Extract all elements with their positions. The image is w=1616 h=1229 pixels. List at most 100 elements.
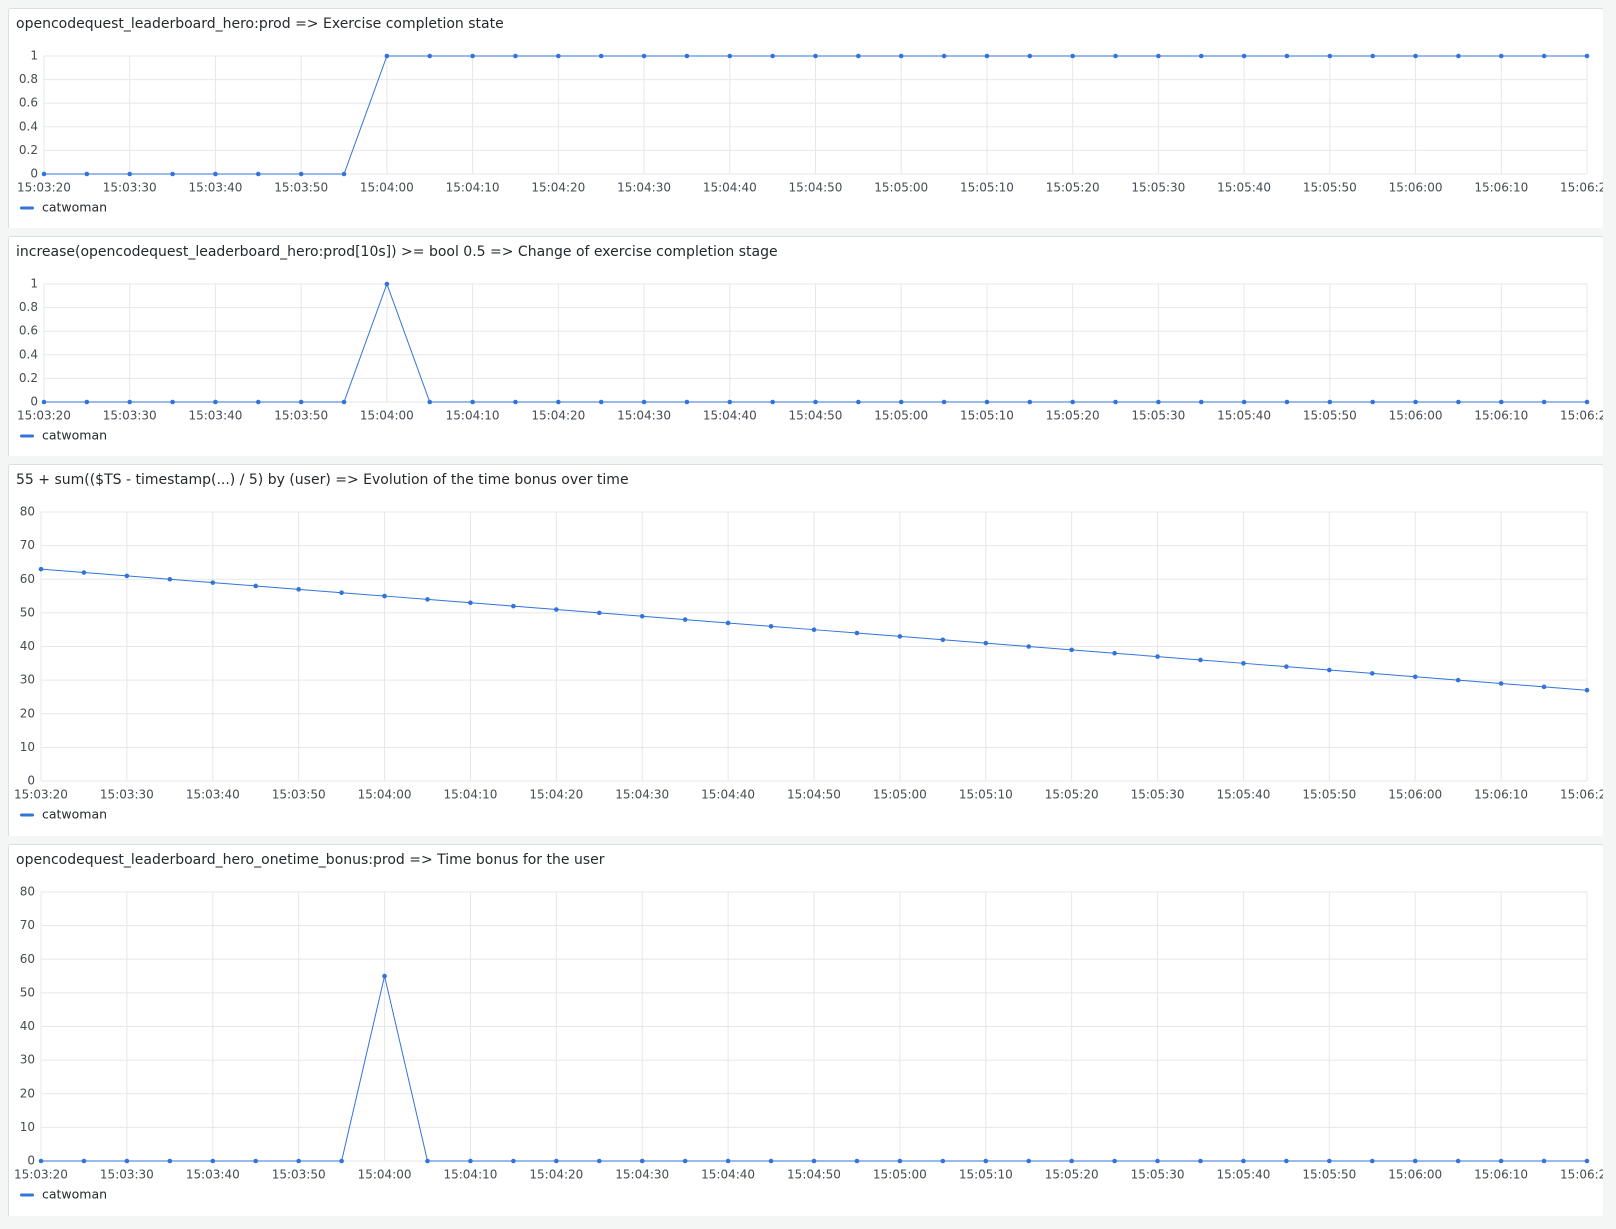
y-tick-label: 0 — [27, 1154, 35, 1168]
x-tick-label: 15:03:40 — [188, 181, 242, 195]
y-tick-label: 20 — [20, 706, 35, 720]
x-tick-label: 15:03:50 — [274, 181, 328, 195]
x-tick-label: 15:05:50 — [1303, 181, 1357, 195]
data-point — [1026, 644, 1032, 649]
panel-background — [8, 844, 1603, 1216]
y-tick-label: 0.4 — [19, 119, 38, 133]
data-point — [513, 399, 518, 405]
data-point — [811, 1158, 817, 1164]
data-point — [941, 399, 947, 405]
x-tick-label: 15:03:30 — [103, 181, 157, 195]
panel: increase(opencodequest_leaderboard_hero:… — [8, 236, 1603, 456]
data-point — [941, 53, 947, 59]
data-point — [81, 1158, 87, 1164]
y-tick-label: 80 — [20, 885, 35, 899]
data-point — [1113, 399, 1118, 405]
y-tick-label: 0.4 — [19, 347, 38, 361]
x-tick-label: 15:06:10 — [1474, 181, 1528, 195]
data-point — [639, 613, 645, 619]
data-point — [984, 399, 990, 405]
data-point — [856, 53, 861, 59]
x-tick-label: 15:04:20 — [531, 181, 585, 195]
x-tick-label: 15:04:00 — [360, 181, 414, 195]
data-point — [1412, 1158, 1418, 1164]
data-point — [124, 1158, 130, 1164]
data-point — [1027, 399, 1033, 405]
data-point — [213, 171, 218, 177]
panel: opencodequest_leaderboard_hero:prod => E… — [8, 8, 1603, 228]
data-point — [1584, 687, 1590, 693]
data-point — [1156, 53, 1161, 59]
x-tick-label: 15:03:20 — [14, 1168, 68, 1182]
x-tick-label: 15:04:30 — [617, 409, 671, 423]
data-point — [940, 637, 946, 643]
data-point — [1455, 677, 1461, 683]
data-point — [1327, 53, 1333, 59]
data-point — [854, 630, 860, 636]
x-tick-label: 15:04:40 — [703, 409, 757, 423]
y-tick-label: 0 — [30, 167, 38, 181]
x-tick-label: 15:06:00 — [1389, 181, 1443, 195]
data-point — [253, 583, 259, 589]
data-point — [1112, 650, 1117, 656]
data-point — [768, 624, 774, 629]
data-point — [256, 399, 261, 405]
x-tick-label: 15:06:10 — [1474, 409, 1528, 423]
x-tick-label: 15:03:40 — [186, 1168, 240, 1182]
x-tick-label: 15:04:50 — [789, 409, 843, 423]
panel-title: 55 + sum(($TS - timestamp(...) / 5) by (… — [16, 472, 629, 488]
x-tick-label: 15:03:50 — [274, 409, 328, 423]
legend-swatch — [20, 434, 34, 438]
data-point — [1541, 53, 1547, 59]
x-tick-label: 15:04:20 — [529, 788, 583, 802]
data-point — [554, 607, 559, 612]
x-tick-label: 15:04:40 — [701, 788, 755, 802]
data-point — [382, 973, 387, 979]
data-point — [470, 53, 475, 59]
data-point — [727, 399, 733, 405]
data-point — [1241, 1158, 1246, 1164]
data-point — [298, 399, 304, 405]
y-tick-label: 60 — [20, 952, 35, 966]
y-tick-label: 0.8 — [19, 72, 38, 86]
data-point — [1284, 399, 1290, 405]
panel-title: opencodequest_leaderboard_hero_onetime_b… — [16, 852, 605, 868]
data-point — [127, 171, 133, 177]
data-point — [641, 53, 647, 59]
x-tick-label: 15:05:30 — [1131, 788, 1185, 802]
panel-title: increase(opencodequest_leaderboard_hero:… — [16, 244, 778, 260]
data-point — [81, 570, 87, 575]
panel-background — [8, 464, 1603, 836]
data-point — [124, 573, 130, 579]
data-point — [511, 603, 516, 609]
data-point — [127, 399, 133, 405]
x-tick-label: 15:05:00 — [873, 1168, 927, 1182]
data-point — [167, 576, 173, 582]
y-tick-label: 50 — [20, 605, 35, 619]
data-point — [296, 587, 301, 592]
data-point — [1413, 53, 1418, 59]
x-tick-label: 15:03:20 — [14, 788, 68, 802]
panel-background — [8, 8, 1603, 228]
data-point — [339, 1158, 344, 1164]
data-point — [1284, 664, 1289, 669]
x-tick-label: 15:04:30 — [615, 788, 669, 802]
data-point — [170, 399, 175, 405]
data-point — [1156, 399, 1161, 405]
data-point — [1541, 399, 1547, 405]
x-tick-label: 15:05:10 — [960, 181, 1014, 195]
data-point — [556, 53, 561, 59]
data-point — [468, 1158, 473, 1164]
data-point — [84, 399, 90, 405]
legend-swatch — [20, 813, 34, 817]
data-point — [684, 399, 690, 405]
data-point — [1370, 399, 1375, 405]
data-point — [468, 600, 473, 606]
x-tick-label: 15:05:40 — [1217, 181, 1271, 195]
data-point — [341, 399, 347, 405]
data-point — [1541, 684, 1547, 690]
x-tick-label: 15:05:10 — [960, 409, 1014, 423]
data-point — [425, 597, 430, 602]
panel: 55 + sum(($TS - timestamp(...) / 5) by (… — [8, 464, 1603, 836]
